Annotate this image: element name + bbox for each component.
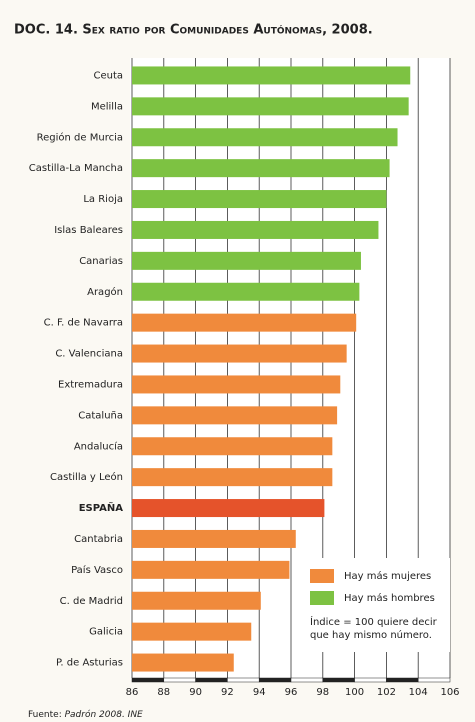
y-tick-label: Castilla-La Mancha <box>29 163 123 174</box>
bar <box>132 529 296 548</box>
y-tick-label: Castilla y León <box>50 471 123 483</box>
y-tick-label: Región de Murcia <box>37 131 123 143</box>
y-tick-label: Melilla <box>91 101 123 112</box>
bar <box>132 344 347 363</box>
x-tick-label: 104 <box>409 687 428 698</box>
y-tick-label: C. Valenciana <box>55 349 123 360</box>
y-tick-label: Islas Baleares <box>54 225 123 236</box>
y-tick-label: La Rioja <box>83 194 123 205</box>
x-tick-label: 100 <box>345 687 364 698</box>
source-prefix: Fuente: <box>28 710 62 720</box>
x-tick-label: 86 <box>126 687 139 698</box>
axis-strip <box>417 677 451 683</box>
chart-title: DOC. 14. Sex ratio por Comunidades Autón… <box>14 23 373 38</box>
bar <box>132 560 290 579</box>
bar <box>132 591 261 610</box>
bar <box>132 190 387 209</box>
bar <box>132 159 390 178</box>
note: que hay mismo número. <box>310 629 432 641</box>
bar <box>132 406 338 425</box>
bar <box>132 437 333 456</box>
bar <box>132 97 409 116</box>
x-tick-label: 102 <box>377 687 396 698</box>
bar <box>132 499 325 518</box>
bar <box>132 622 252 641</box>
axis-strip <box>163 677 196 683</box>
y-tick-label: ESPAÑA <box>79 501 124 514</box>
axis-strip <box>322 677 355 683</box>
bar <box>132 220 379 239</box>
legend-label: Hay más mujeres <box>344 570 431 582</box>
x-tick-label: 92 <box>221 687 234 698</box>
legend-swatch <box>310 569 334 583</box>
bar <box>132 468 333 487</box>
y-tick-label: C. F. de Navarra <box>44 318 123 329</box>
x-tick-label: 90 <box>189 687 202 698</box>
y-tick-label: P. de Asturias <box>56 658 123 669</box>
bar <box>132 282 360 301</box>
y-tick-label: Andalucía <box>74 440 123 452</box>
y-tick-label: Cantabria <box>74 534 123 545</box>
axis-strip <box>131 677 165 683</box>
bar <box>132 66 411 85</box>
note: Índice = 100 quiere decir <box>310 615 438 628</box>
bar <box>132 128 398 147</box>
x-tick-label: 88 <box>157 687 170 698</box>
axis-strip <box>195 677 228 683</box>
x-tick-label: 96 <box>285 687 298 698</box>
legend-swatch <box>310 591 334 605</box>
bar <box>132 375 341 394</box>
bar <box>132 313 357 332</box>
axis-strip <box>227 677 260 683</box>
bar <box>132 653 234 672</box>
y-tick-label: Canarias <box>79 256 123 267</box>
source: Fuente: Padrón 2008. INE <box>28 709 143 720</box>
x-tick-label: 106 <box>440 687 459 698</box>
x-tick-label: 98 <box>316 687 329 698</box>
y-tick-label: Galicia <box>89 627 123 638</box>
axis-strip <box>354 677 387 683</box>
legend-label: Hay más hombres <box>344 592 435 604</box>
y-tick-label: C. de Madrid <box>60 596 123 607</box>
bar <box>132 251 361 270</box>
y-tick-label: Cataluña <box>78 410 123 421</box>
axis-strip <box>290 677 324 683</box>
y-tick-label: País Vasco <box>71 564 123 576</box>
x-tick-label: 94 <box>253 687 266 698</box>
y-tick-label: Extremadura <box>58 379 123 390</box>
axis-strip <box>258 677 292 683</box>
y-tick-label: Ceuta <box>93 70 123 81</box>
axis-strip <box>386 677 419 683</box>
source-text: Padrón 2008. INE <box>65 709 143 720</box>
y-tick-label: Aragón <box>87 286 123 298</box>
